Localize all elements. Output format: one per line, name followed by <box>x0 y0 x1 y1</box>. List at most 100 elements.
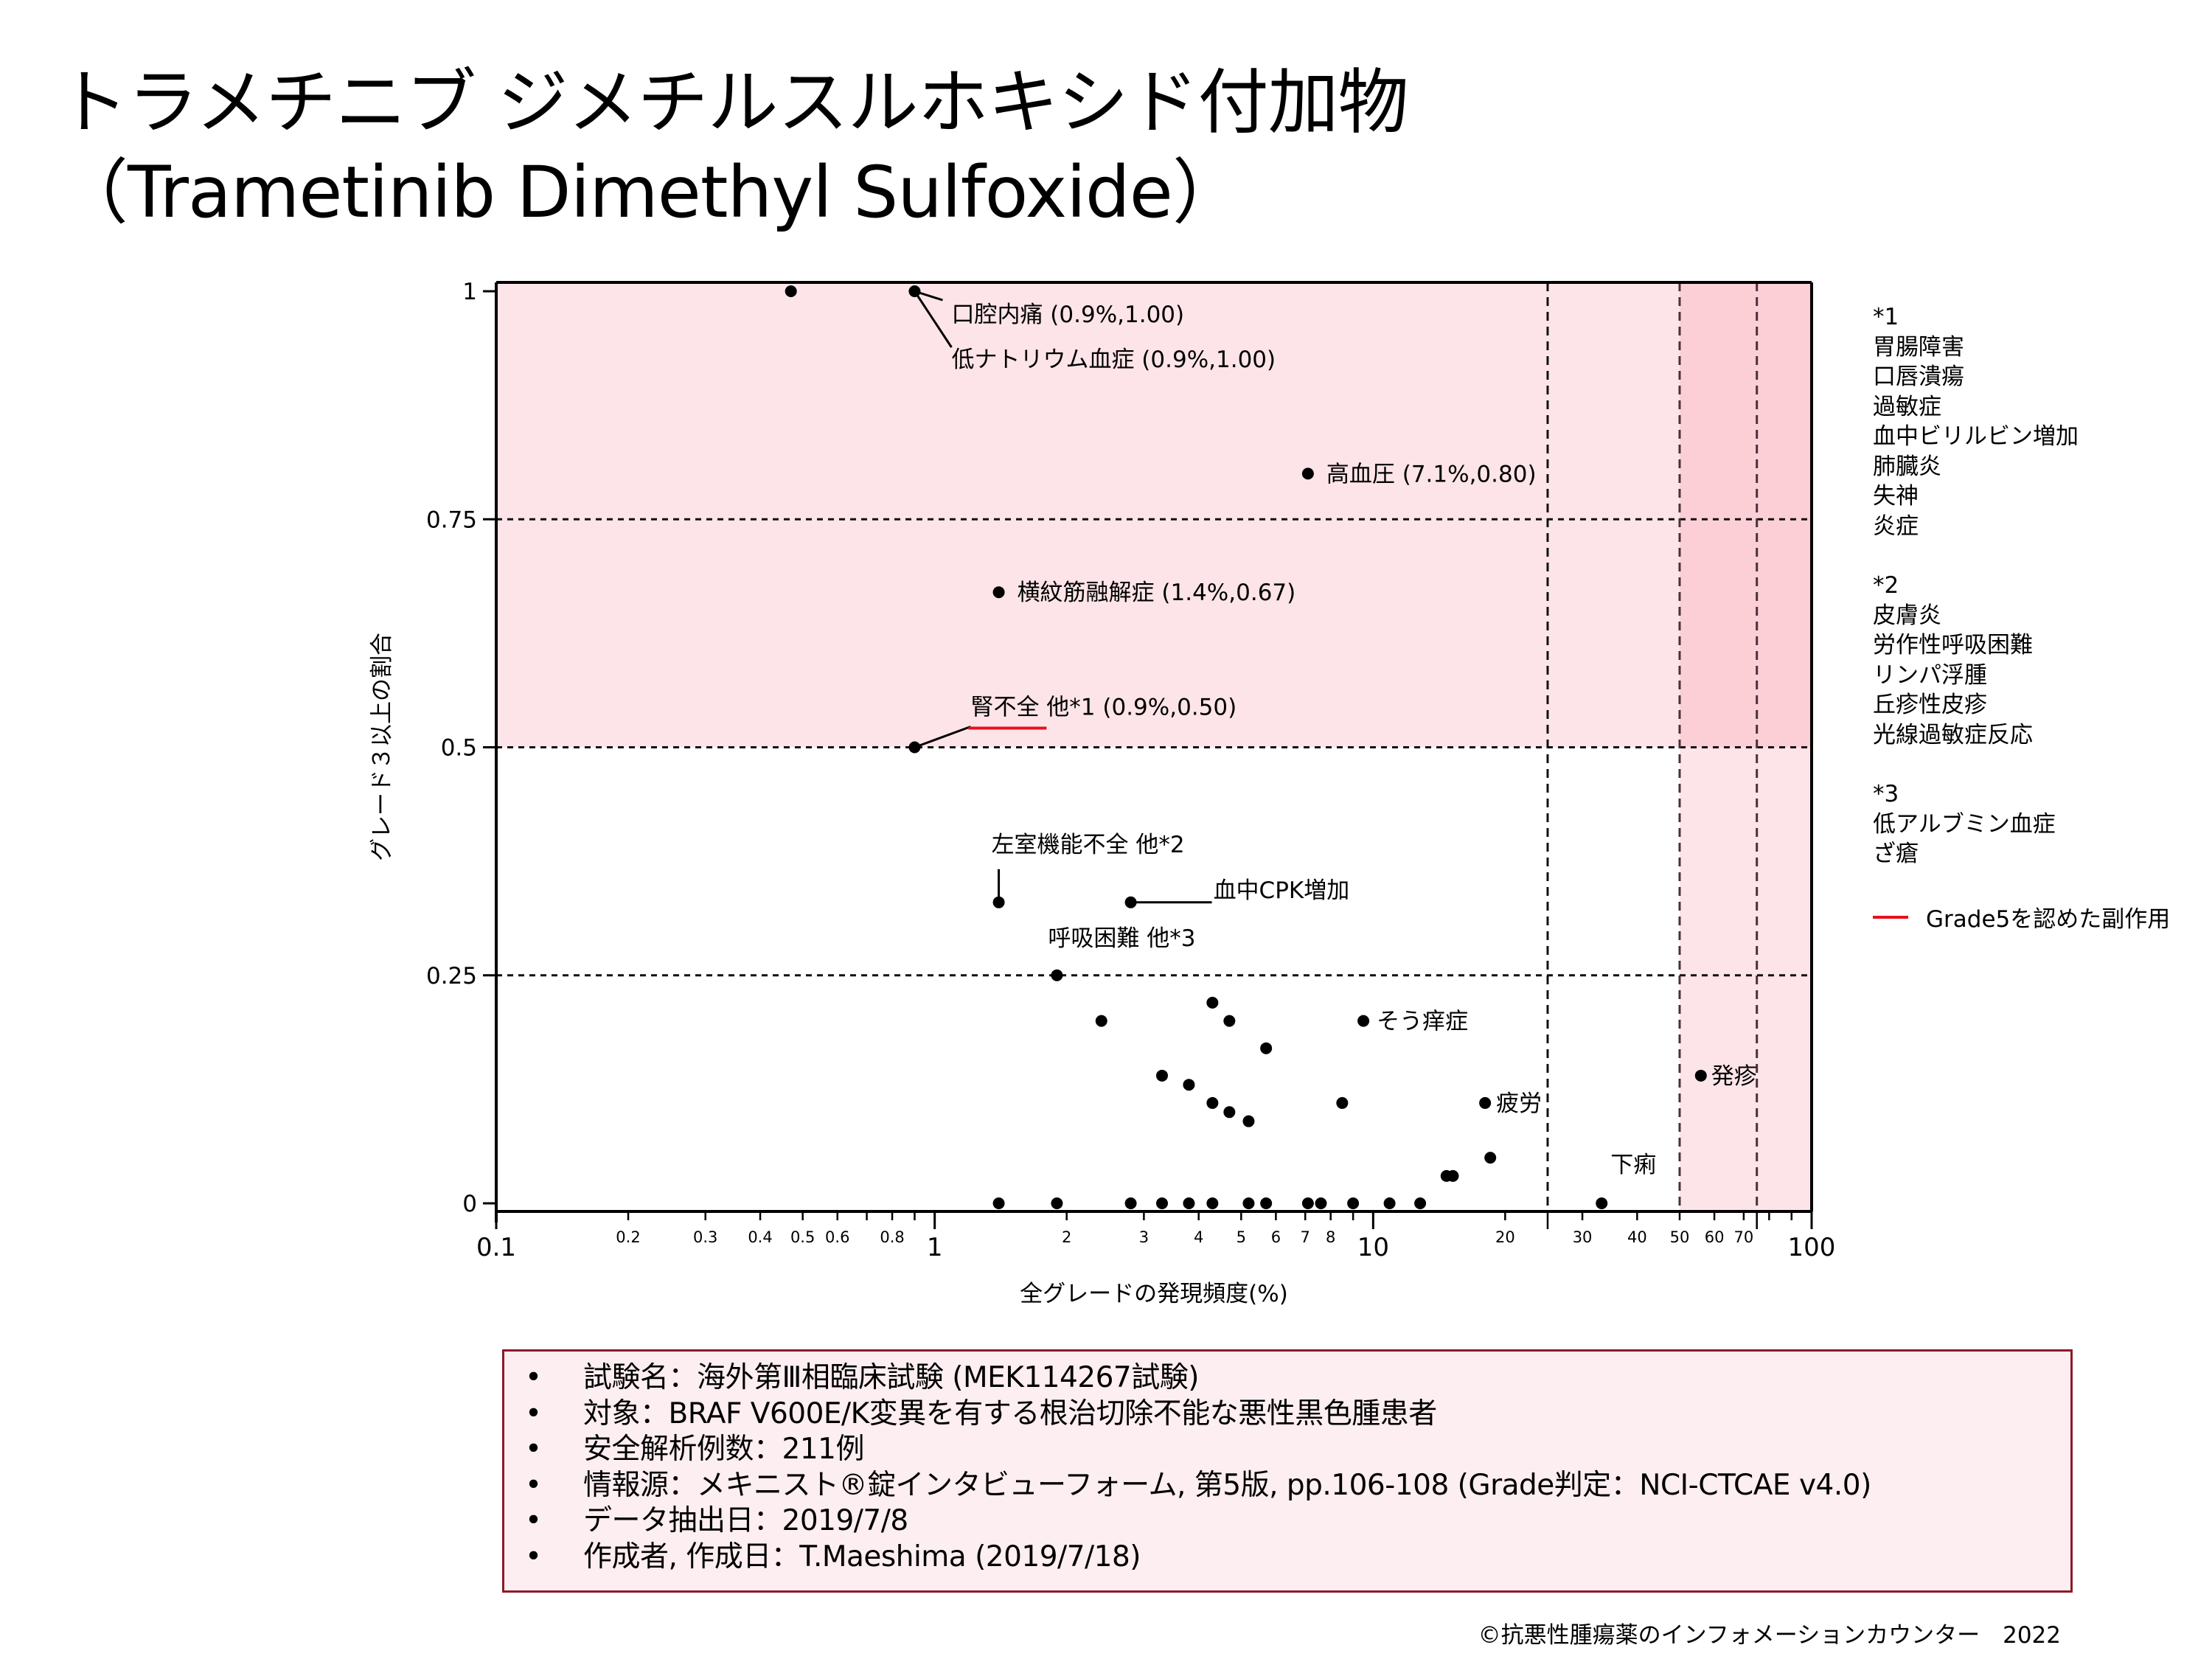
data-point <box>1051 1197 1063 1209</box>
grade5-line-swatch <box>1873 915 1908 919</box>
annotation-label: 血中CPK増加 <box>1214 877 1350 904</box>
bullet: • <box>525 1361 542 1394</box>
data-point <box>1183 1197 1195 1209</box>
annotation-label: 横紋筋融解症 (1.4%,0.67) <box>1018 580 1296 606</box>
data-point <box>992 586 1005 599</box>
annotation-label: 呼吸困難 他*3 <box>1048 925 1195 952</box>
footnote-item: 口唇潰瘍 <box>1873 364 1964 390</box>
footnote-group: *2 皮膚炎 労作性呼吸困難 リンパ浮腫 丘疹性皮疹 光線過敏症反応 <box>1873 571 2079 750</box>
data-point <box>992 896 1005 908</box>
legend: Grade5を認めた副作用 <box>1873 900 2170 933</box>
x-minor-tick-label: 3 <box>1139 1228 1149 1246</box>
data-point <box>1447 1169 1459 1182</box>
footnote-item: 低アルブミン血症 <box>1873 810 2056 838</box>
footnote-item: 胃腸障害 <box>1873 333 1964 361</box>
footnote-item: 血中ビリルビン増加 <box>1873 423 2079 450</box>
x-minor-tick-label: 2 <box>1062 1228 1071 1246</box>
x-minor-tick-label: 8 <box>1326 1228 1335 1246</box>
annotation-leader-line <box>914 726 971 748</box>
x-minor-tick-label: 40 <box>1627 1228 1647 1246</box>
x-axis-label: 全グレードの発現頻度(%) <box>1020 1281 1288 1307</box>
data-point <box>1206 1197 1219 1209</box>
y-tick-label: 0 <box>462 1191 477 1217</box>
bullet: • <box>525 1397 542 1430</box>
annotation-label: 疲労 <box>1496 1091 1542 1117</box>
x-major-tick-label: 1 <box>927 1233 943 1262</box>
data-point <box>1383 1197 1396 1209</box>
study-info-box: • 試験名：海外第Ⅲ相臨床試験 (MEK114267試験) • 対象：BRAF V60… <box>502 1349 2073 1593</box>
title-english: （Trametinib Dimethyl Sulfoxide） <box>58 151 1243 234</box>
y-tick-label: 0.25 <box>426 963 477 990</box>
data-point <box>1260 1042 1273 1054</box>
x-minor-tick-label: 0.4 <box>748 1228 772 1246</box>
data-point <box>1223 1015 1236 1027</box>
data-point <box>1357 1015 1370 1027</box>
gridlines <box>496 282 1812 1211</box>
annotation-label: 腎不全 他*1 (0.9%,0.50) <box>970 695 1237 721</box>
annotation-label: 発疹 <box>1711 1063 1757 1090</box>
data-point <box>1223 1106 1236 1119</box>
data-point <box>1596 1197 1608 1209</box>
x-minor-tick-label: 6 <box>1271 1228 1281 1246</box>
footnote-mark: *3 <box>1873 781 1899 807</box>
data-point <box>1301 1197 1314 1209</box>
data-point <box>1694 1069 1707 1082</box>
annotation-rest: 他*1 (0.9%,0.50) <box>1039 695 1237 721</box>
data-point <box>1124 896 1137 908</box>
footnote-mark: *2 <box>1873 572 1899 599</box>
x-minor-tick-label: 0.6 <box>825 1228 849 1246</box>
data-point <box>1156 1069 1169 1082</box>
x-minor-tick-label: 0.3 <box>693 1228 717 1246</box>
footnote-item: 労作性呼吸困難 <box>1873 632 2033 658</box>
data-point <box>1301 467 1314 480</box>
data-point <box>1183 1079 1195 1091</box>
x-minor-tick-label: 70 <box>1734 1228 1754 1246</box>
x-minor-tick-label: 0.8 <box>880 1228 904 1246</box>
footnote-item: ざ瘡 <box>1873 841 1919 867</box>
footnote-item: 光線過敏症反応 <box>1873 721 2033 748</box>
annotations: 口腔内痛 (0.9%,1.00) 低ナトリウム血症 (0.9%,1.00) 高血圧 … <box>951 302 1756 1178</box>
footnotes-panel: *1 胃腸障害 口唇潰瘍 過敏症 血中ビリルビン増加 肺臓炎 失神 炎症 *2 皮膚炎 労作性呼吸困… <box>1873 302 2079 899</box>
data-point <box>1156 1197 1169 1209</box>
data-point <box>1242 1115 1255 1127</box>
data-point <box>1242 1197 1255 1209</box>
y-tick-label: 1 <box>462 279 477 305</box>
footnote-item: 炎症 <box>1873 512 1919 540</box>
copyright: ©抗悪性腫瘍薬のインフォメーションカウンター 2022 <box>1478 1622 2061 1649</box>
shaded-region-dark <box>1679 282 1812 748</box>
legend-label: Grade5を認めた副作用 <box>1926 906 2171 933</box>
data-point <box>908 285 921 297</box>
data-point <box>1124 1197 1137 1209</box>
shaded-region-light <box>496 282 1812 748</box>
study-info-text: データ抽出日：2019/7/8 <box>583 1504 908 1537</box>
data-point <box>1484 1152 1497 1164</box>
y-axis-label: グレード３以上の割合 <box>369 633 395 861</box>
study-info-item: • データ抽出日：2019/7/8 <box>504 1503 2070 1540</box>
annotation-label: 下痢 <box>1610 1152 1656 1178</box>
footnote-item: 皮膚炎 <box>1873 602 1941 629</box>
grade5-term: 腎不全 <box>970 695 1039 721</box>
title-japanese: トラメチニブ ジメチルスルホキシド付加物 <box>58 61 1409 144</box>
bullet: • <box>525 1540 542 1573</box>
annotation-label: 低ナトリウム血症 (0.9%,1.00) <box>951 347 1276 373</box>
footnote-mark: *1 <box>1873 304 1899 330</box>
study-info-item: • 作成者, 作成日：T.Maeshima (2019/7/18) <box>504 1540 2070 1576</box>
footnote-item: 過敏症 <box>1873 393 1941 420</box>
annotation-label: そう痒症 <box>1377 1009 1468 1035</box>
footnote-item: リンパ浮腫 <box>1873 661 1987 689</box>
annotation-label: 口腔内痛 (0.9%,1.00) <box>951 302 1184 328</box>
x-minor-tick-label: 30 <box>1573 1228 1593 1246</box>
data-point <box>1051 969 1063 981</box>
footnote-item: 肺臓炎 <box>1873 453 1941 480</box>
bullet: • <box>525 1433 542 1466</box>
shaded-regions <box>496 282 1812 1211</box>
footnote-group: *1 胃腸障害 口唇潰瘍 過敏症 血中ビリルビン増加 肺臓炎 失神 炎症 <box>1873 302 2079 541</box>
annotation-label: 左室機能不全 他*2 <box>992 832 1185 858</box>
x-minor-tick-label: 5 <box>1237 1228 1246 1246</box>
data-point <box>1479 1096 1492 1109</box>
data-point <box>1260 1197 1273 1209</box>
x-major-tick-label: 0.1 <box>476 1233 516 1262</box>
x-minor-tick-label: 20 <box>1495 1228 1515 1246</box>
x-major-tick-label: 10 <box>1357 1233 1389 1262</box>
study-info-item: • 対象：BRAF V600E/K変異を有する根治切除不能な悪性黒色腫患者 <box>504 1397 2070 1433</box>
